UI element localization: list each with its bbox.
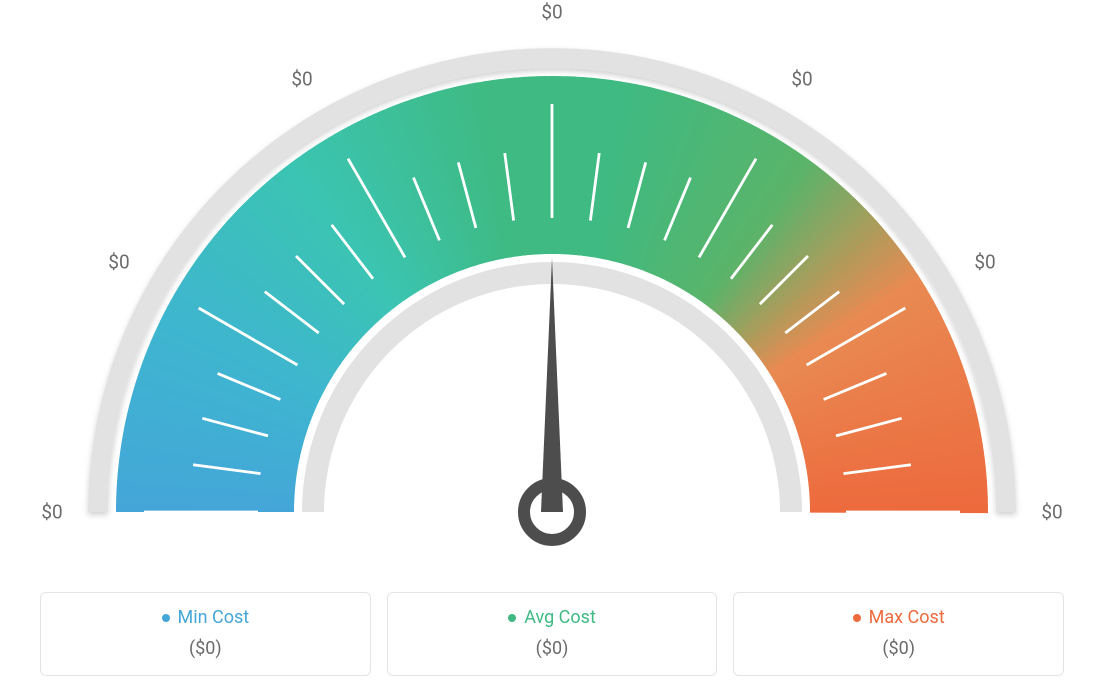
gauge-tick-label: $0 bbox=[41, 501, 62, 524]
gauge-tick-label: $0 bbox=[108, 251, 129, 274]
legend-card-max: Max Cost ($0) bbox=[733, 592, 1064, 677]
legend-dot-avg bbox=[508, 614, 516, 622]
legend-dot-max bbox=[853, 614, 861, 622]
legend-row: Min Cost ($0) Avg Cost ($0) Max Cost ($0… bbox=[0, 592, 1104, 677]
gauge-tick-label: $0 bbox=[791, 67, 812, 90]
gauge-tick-label: $0 bbox=[541, 1, 562, 24]
gauge-tick-label: $0 bbox=[974, 251, 995, 274]
gauge-tick-label: $0 bbox=[291, 67, 312, 90]
legend-label-min: Min Cost bbox=[178, 607, 250, 628]
legend-value-avg: ($0) bbox=[398, 638, 707, 659]
legend-value-min: ($0) bbox=[51, 638, 360, 659]
legend-dot-min bbox=[162, 614, 170, 622]
legend-card-avg: Avg Cost ($0) bbox=[387, 592, 718, 677]
gauge-svg bbox=[0, 0, 1104, 560]
legend-card-min: Min Cost ($0) bbox=[40, 592, 371, 677]
legend-label-max: Max Cost bbox=[869, 607, 945, 628]
legend-label-avg: Avg Cost bbox=[524, 607, 596, 628]
gauge-tick-label: $0 bbox=[1041, 501, 1062, 524]
gauge-chart: $0 $0 $0 $0 $0 $0 $0 bbox=[0, 0, 1104, 560]
legend-value-max: ($0) bbox=[744, 638, 1053, 659]
